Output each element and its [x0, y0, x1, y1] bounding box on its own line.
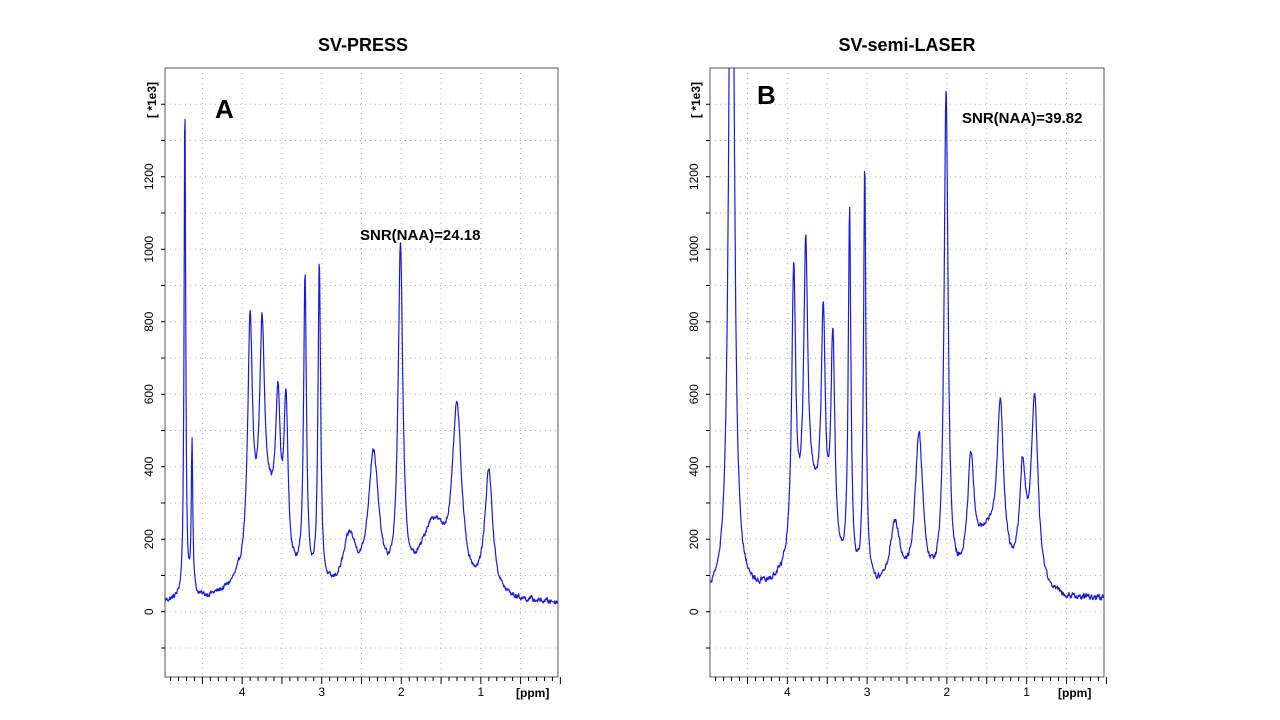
panel-a-title: SV-PRESS — [318, 35, 408, 55]
panel-a-label: A — [215, 94, 234, 124]
panel-a-ytick-label: 1000 — [142, 236, 156, 263]
panel-a-snr-annotation: SNR(NAA)=24.18 — [360, 227, 480, 244]
panel-b-xtick-label: 1 — [1023, 685, 1030, 699]
panel-a-xtick-label: 4 — [239, 685, 246, 699]
panel-b-ytick-label: 1000 — [687, 236, 701, 263]
panel-b-x-unit: [ppm] — [1058, 686, 1091, 700]
panel-b-ytick-label: 1200 — [687, 163, 701, 190]
panel-b-ytick-label: 400 — [687, 456, 701, 476]
panel-a-spectrum-line — [165, 118, 558, 605]
panel-a-x-unit: [ppm] — [516, 686, 549, 700]
panel-a-ytick-label: 400 — [142, 456, 156, 476]
panel-b-xtick-label: 2 — [944, 685, 951, 699]
panel-b-plot-area: 0 200 400 600 800 1000 1200 4 3 2 1 — [687, 67, 1107, 699]
panel-b-xtick-label: 3 — [864, 685, 871, 699]
panel-b-ytick-label: 200 — [687, 529, 701, 549]
panel-b-ytick-label: 600 — [687, 384, 701, 404]
panel-b-label: B — [757, 80, 776, 110]
panel-b-snr-annotation: SNR(NAA)=39.82 — [962, 110, 1082, 127]
panel-a-xtick-label: 1 — [477, 685, 484, 699]
panel-b-frame — [709, 67, 1105, 678]
panel-b-spectrum-line — [710, 68, 1104, 601]
panel-a-xtick-label: 3 — [318, 685, 325, 699]
panel-a-ytick-label: 600 — [142, 384, 156, 404]
panel-a-y-unit: [ *1e3] — [145, 82, 159, 118]
panel-a: 0 200 400 600 800 1000 1200 4 3 2 1 SV-PRESS A SNR… — [142, 35, 561, 700]
panel-a-ytick-label: 800 — [142, 311, 156, 331]
panel-b-ytick-label: 800 — [687, 311, 701, 331]
panel-a-ytick-label: 1200 — [142, 163, 156, 190]
panel-b-ytick-label: 0 — [687, 608, 701, 615]
panel-b-y-unit: [ *1e3] — [689, 82, 703, 118]
panel-a-ytick-label: 200 — [142, 529, 156, 549]
panel-a-ytick-label: 0 — [142, 608, 156, 615]
panel-a-xtick-label: 2 — [398, 685, 405, 699]
panel-a-plot-area: 0 200 400 600 800 1000 1200 4 3 2 1 — [142, 67, 561, 699]
panel-b-title: SV-semi-LASER — [838, 35, 975, 55]
panel-b-xtick-label: 4 — [784, 685, 791, 699]
